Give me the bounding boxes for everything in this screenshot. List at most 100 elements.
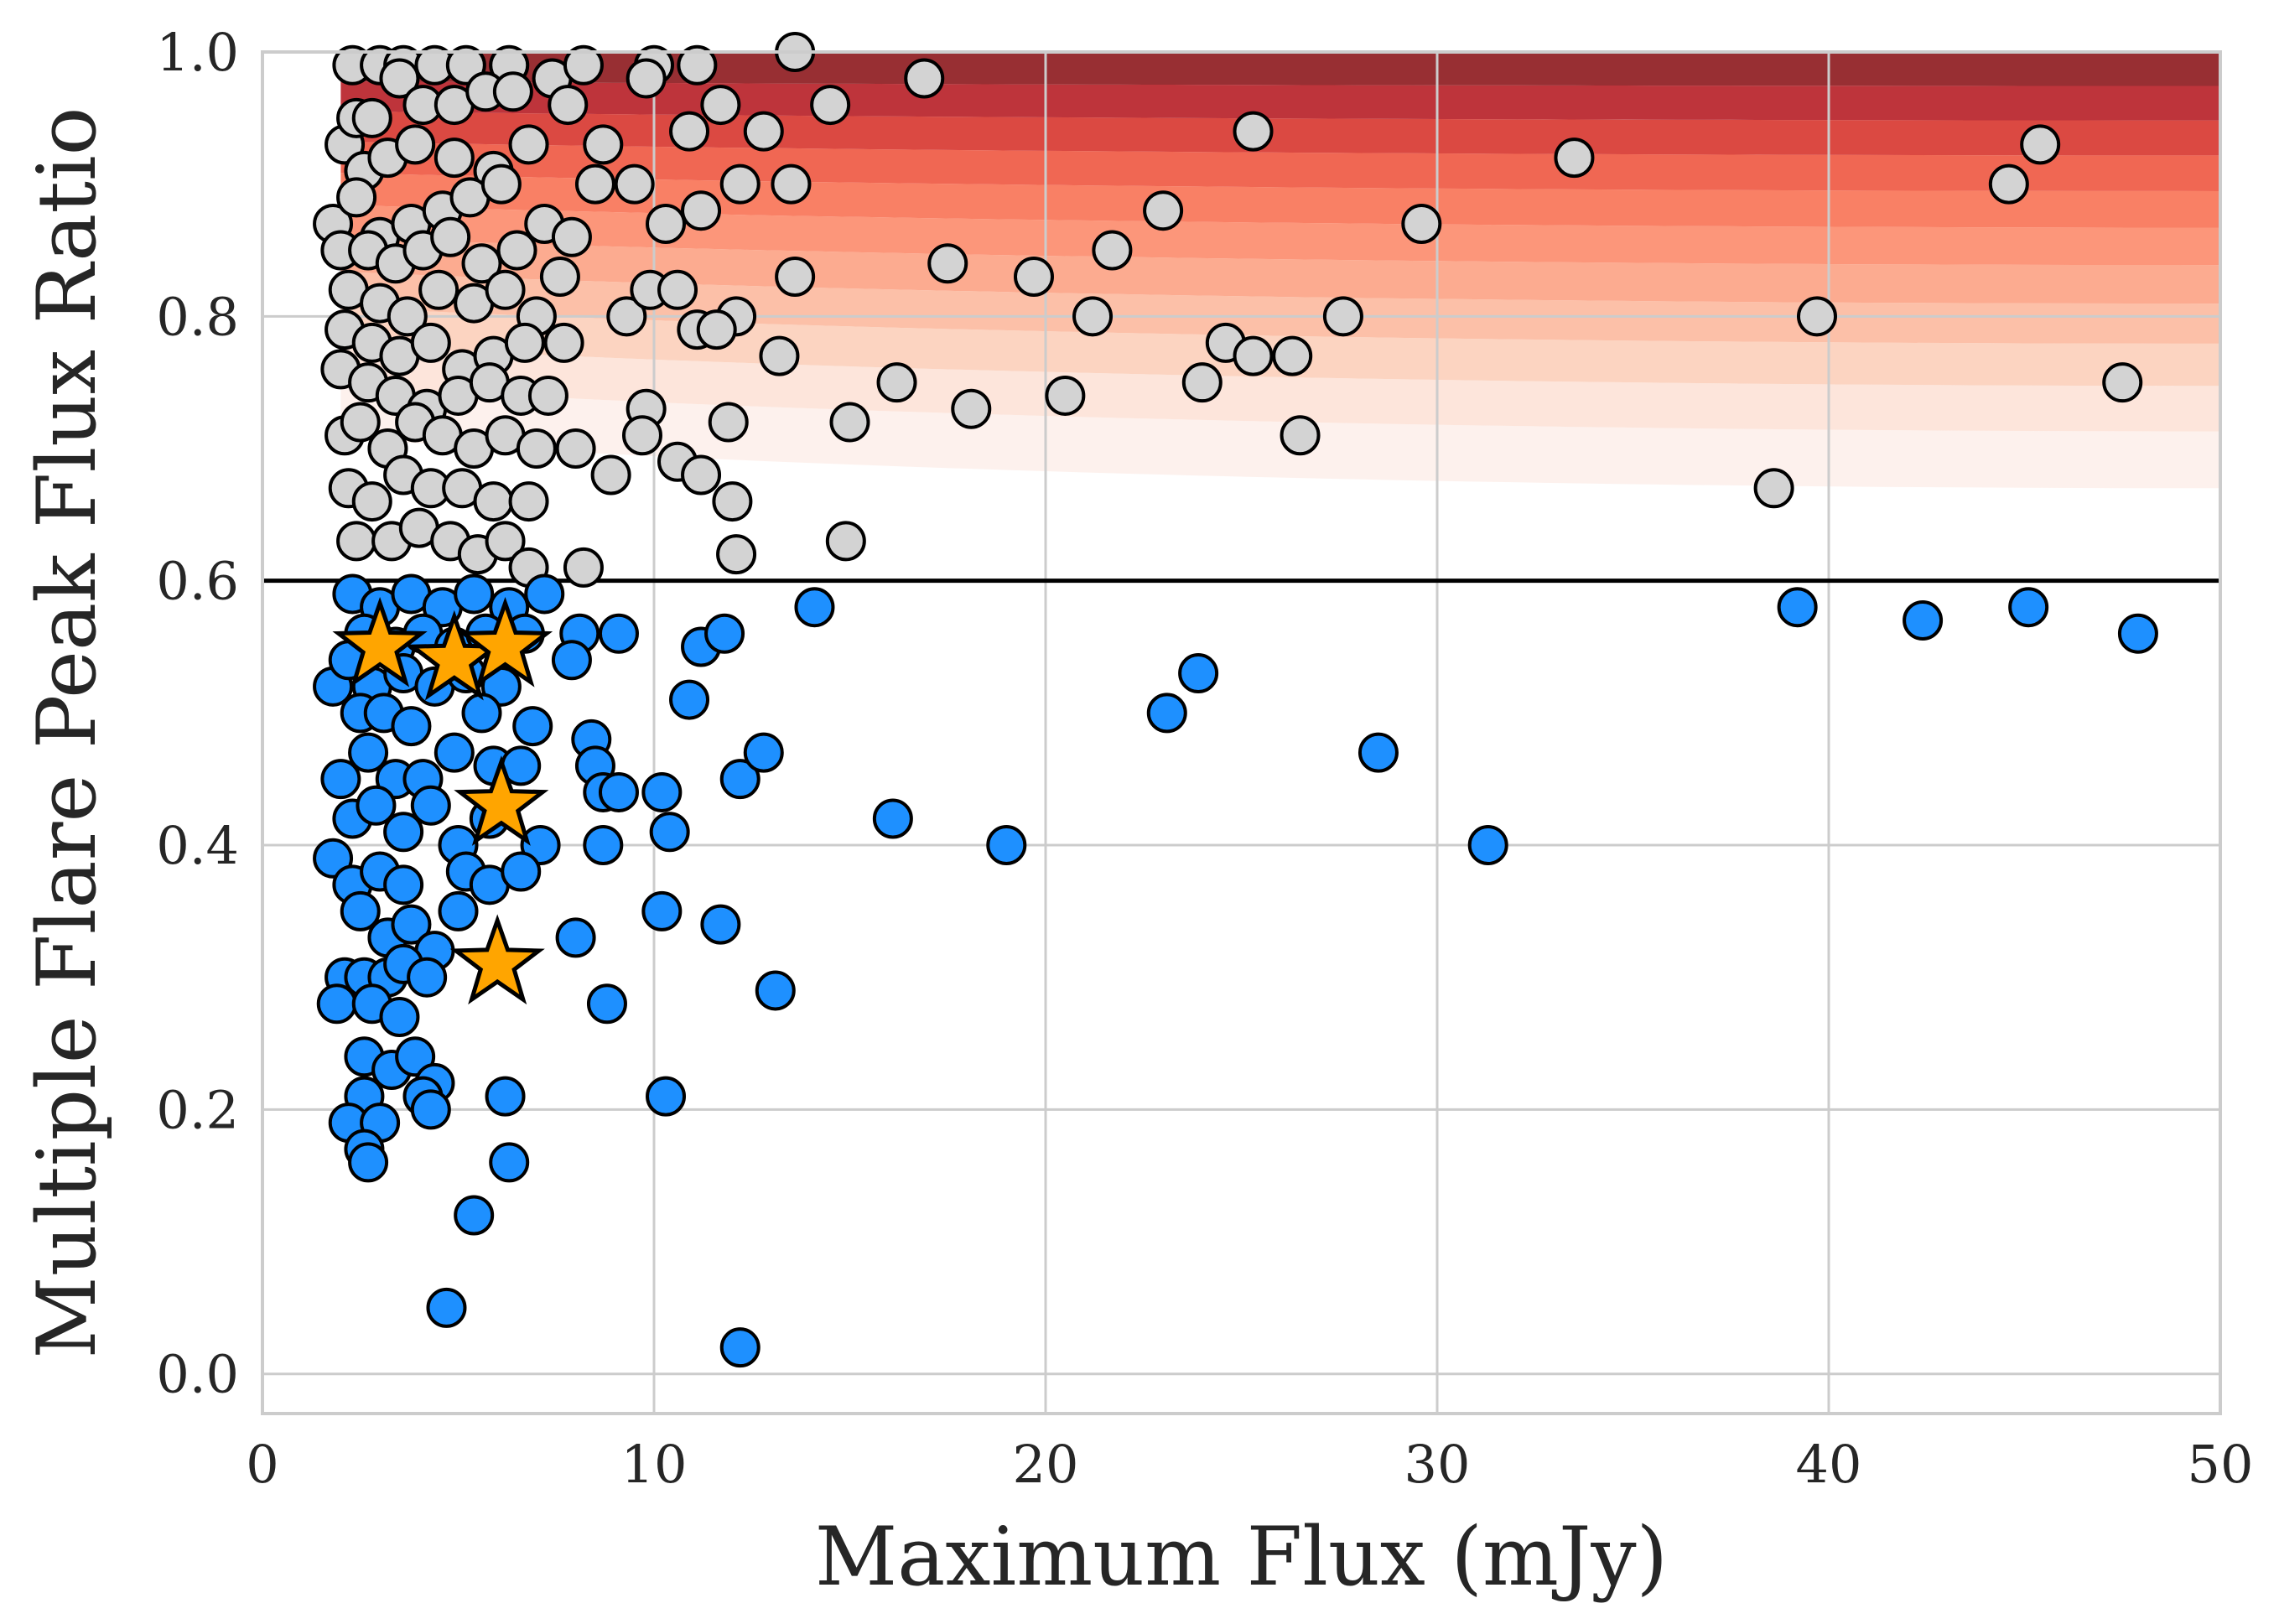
gray-data-point xyxy=(527,375,568,416)
gray-data-point xyxy=(771,163,812,205)
blue-data-point xyxy=(512,706,553,747)
gray-data-point xyxy=(340,402,381,443)
gray-data-point xyxy=(904,58,945,99)
blue-data-point xyxy=(700,904,741,945)
gray-data-point xyxy=(351,97,392,138)
y-tick-label: 0.2 xyxy=(156,1079,239,1140)
gray-data-point xyxy=(1233,111,1274,152)
plot-frame xyxy=(261,50,2222,1415)
gray-data-point xyxy=(677,44,718,86)
blue-data-point xyxy=(1178,653,1219,694)
blue-data-point xyxy=(598,771,639,812)
gray-data-point xyxy=(712,481,753,522)
probability-contour-region xyxy=(340,52,2221,489)
gray-data-point xyxy=(336,521,377,562)
gray-data-point xyxy=(708,402,749,443)
blue-data-point xyxy=(454,1195,495,1236)
blue-data-point xyxy=(598,613,639,654)
gray-data-point xyxy=(1181,362,1223,403)
x-axis-title: Maximum Flux (mJy) xyxy=(815,1510,1668,1604)
gray-data-point xyxy=(433,137,475,179)
gray-data-point xyxy=(2102,362,2143,403)
gray-data-point xyxy=(395,124,436,165)
blue-data-point xyxy=(340,890,381,931)
gray-data-point xyxy=(1045,375,1086,416)
gray-data-point xyxy=(336,177,377,218)
gray-data-point xyxy=(1322,296,1363,337)
blue-data-point xyxy=(2008,587,2049,628)
blue-data-point xyxy=(986,825,1027,866)
gray-data-point xyxy=(621,415,662,456)
gray-data-point xyxy=(461,243,502,284)
gray-data-point xyxy=(485,269,526,310)
gray-data-point xyxy=(1554,137,1595,179)
blue-data-point xyxy=(489,1142,530,1183)
gray-data-point xyxy=(657,269,698,310)
blue-data-point xyxy=(1777,587,1818,628)
gray-data-point xyxy=(927,243,968,284)
gray-data-point xyxy=(555,428,596,470)
gray-data-point xyxy=(829,402,870,443)
blue-data-point xyxy=(316,983,357,1025)
x-tick-label: 30 xyxy=(1404,1434,1471,1495)
blue-data-point xyxy=(669,679,710,720)
blue-data-point xyxy=(383,864,424,905)
blue-data-point xyxy=(641,771,683,812)
gray-data-point xyxy=(430,216,471,257)
blue-data-point xyxy=(379,996,420,1037)
blue-data-point xyxy=(649,812,690,853)
gray-points-series xyxy=(313,32,2143,588)
blue-data-point xyxy=(1146,693,1187,734)
gray-data-point xyxy=(2020,124,2061,165)
gray-data-point xyxy=(410,322,451,363)
gray-data-point xyxy=(669,111,710,152)
blue-data-point xyxy=(383,812,424,853)
gray-data-point xyxy=(508,124,549,165)
blue-data-point xyxy=(320,759,361,800)
gray-data-point xyxy=(543,322,584,363)
x-tick-label: 50 xyxy=(2188,1434,2254,1495)
blue-data-point xyxy=(1467,825,1508,866)
blue-data-point xyxy=(704,613,745,654)
gray-data-point xyxy=(1280,415,1321,456)
blue-data-point xyxy=(356,785,397,826)
gray-data-point xyxy=(759,335,800,376)
blue-data-point xyxy=(872,798,913,839)
star-data-point xyxy=(454,755,549,846)
y-tick-label: 0.0 xyxy=(156,1344,239,1405)
x-tick-label: 40 xyxy=(1796,1434,1862,1495)
blue-data-point xyxy=(454,573,495,615)
contour-band xyxy=(340,271,2221,344)
y-tick-label: 0.8 xyxy=(156,286,239,347)
x-axis-ticks: 0 10 20 30 40 50 xyxy=(246,1434,2253,1495)
contour-band xyxy=(340,52,2221,86)
blue-data-point xyxy=(410,785,451,826)
gray-data-point xyxy=(825,521,866,562)
gray-data-point xyxy=(681,454,722,496)
gray-data-point xyxy=(1796,296,1837,337)
gray-data-point xyxy=(700,85,741,126)
gray-data-point xyxy=(492,71,533,112)
gray-data-point xyxy=(1013,257,1054,298)
blue-data-point xyxy=(438,890,479,931)
gray-data-point xyxy=(508,481,549,522)
contour-band xyxy=(340,345,2221,432)
gray-data-point xyxy=(681,190,722,231)
gray-data-point xyxy=(1401,203,1442,244)
star-points-series xyxy=(332,596,553,1005)
x-tick-label: 20 xyxy=(1013,1434,1079,1495)
blue-data-point xyxy=(407,957,448,998)
gray-data-point xyxy=(696,309,737,350)
gray-data-point xyxy=(590,454,631,496)
gray-data-point xyxy=(1272,335,1313,376)
gray-data-point xyxy=(516,428,557,470)
gray-data-point xyxy=(473,481,514,522)
gray-data-point xyxy=(379,58,420,99)
contour-band xyxy=(340,142,2221,191)
gray-data-point xyxy=(646,203,687,244)
gray-data-point xyxy=(539,257,580,298)
gray-data-point xyxy=(1233,335,1274,376)
gray-data-point xyxy=(548,85,589,126)
